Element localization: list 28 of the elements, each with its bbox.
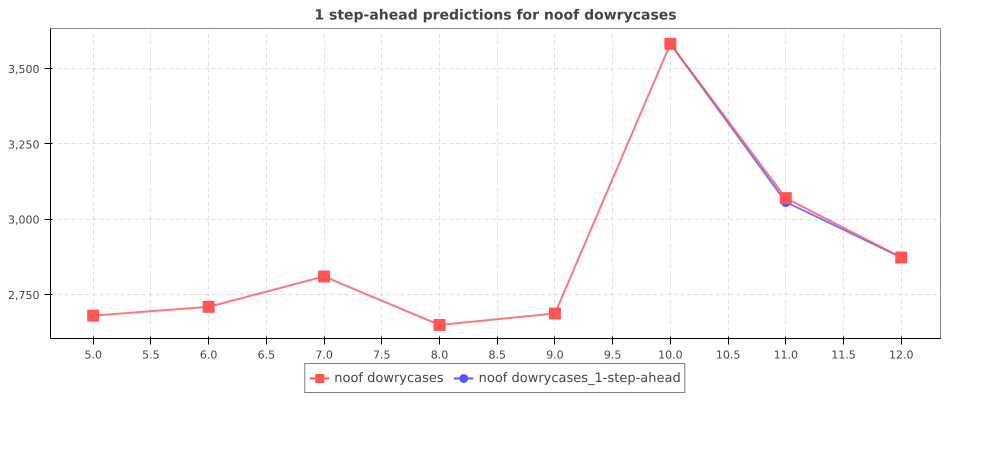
legend-label: noof dowrycases	[334, 370, 444, 386]
point	[202, 300, 215, 313]
point	[548, 307, 561, 320]
x-tick-label: 10.0	[658, 348, 683, 362]
x-tick-label: 9.5	[604, 348, 622, 362]
y-tick-label: 2,750	[8, 289, 40, 302]
x-tick-label: 6.5	[258, 348, 276, 362]
x-tick-label: 5.0	[84, 348, 102, 362]
x-tick-label: 10.5	[716, 348, 740, 362]
point	[87, 310, 100, 322]
y-tick-label: 3,000	[8, 214, 40, 227]
x-tick-label: 9.0	[546, 348, 564, 362]
x-tick-label: 8.5	[488, 348, 506, 362]
x-tick-label: 5.5	[142, 348, 160, 362]
x-tick-label: 6.0	[200, 348, 218, 362]
legend-label: noof dowrycases_1-step-ahead	[478, 370, 681, 386]
y-tick-label: 3,500	[8, 63, 40, 76]
x-tick-label: 12.0	[889, 348, 914, 362]
x-tick-label: 7.5	[373, 348, 391, 362]
x-tick-label: 11.0	[774, 348, 798, 362]
x-tick-label: 7.0	[315, 348, 333, 362]
x-tick-label: 11.5	[831, 348, 856, 362]
point	[434, 318, 446, 331]
x-tick-label: 8.0	[430, 348, 448, 362]
y-tick-label: 3,250	[8, 138, 40, 152]
point	[318, 270, 330, 282]
chart-title: 1 step-ahead predictions for noof dowrycases	[314, 8, 677, 24]
point	[780, 192, 792, 204]
